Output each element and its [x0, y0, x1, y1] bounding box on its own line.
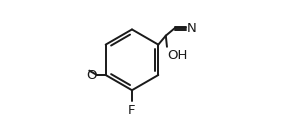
Text: OH: OH	[167, 49, 187, 62]
Text: O: O	[86, 68, 96, 82]
Text: F: F	[128, 104, 136, 117]
Text: N: N	[187, 22, 197, 35]
